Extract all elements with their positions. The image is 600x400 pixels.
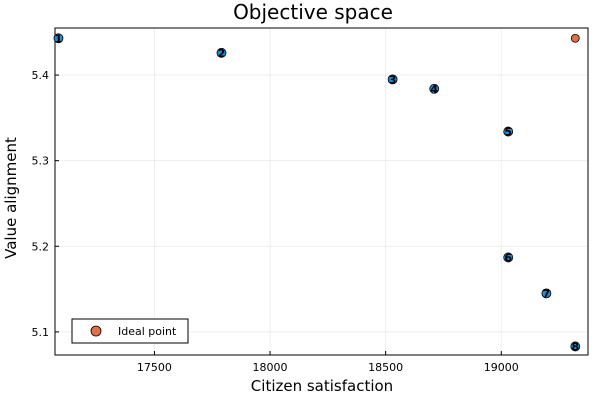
x-tick-label: 18000 (253, 361, 288, 374)
y-tick-label: 5.2 (32, 240, 50, 253)
x-tick-label: 17500 (137, 361, 172, 374)
data-point (387, 74, 398, 85)
y-axis-ticks: 5.1 5.2 5.3 5.4 (32, 69, 59, 339)
point-label: 8 (571, 340, 579, 353)
data-point (53, 33, 64, 44)
data-point (429, 83, 440, 94)
data-point (541, 288, 552, 299)
legend: Ideal point (71, 318, 189, 344)
point-label: 2 (218, 47, 226, 60)
data-points: 1 2 3 4 5 6 7 8 (53, 32, 581, 353)
data-point (216, 47, 227, 58)
data-point (570, 341, 581, 352)
y-tick-label: 5.4 (32, 69, 50, 82)
point-label: 5 (504, 126, 512, 139)
data-point (503, 126, 514, 137)
point-label: 4 (430, 83, 438, 96)
point-label: 7 (543, 287, 551, 300)
x-tick-label: 19000 (484, 361, 519, 374)
x-tick-label: 18500 (368, 361, 403, 374)
x-axis-ticks: 17500 18000 18500 19000 (137, 351, 519, 374)
data-point (503, 252, 514, 263)
point-label: 3 (389, 73, 397, 86)
plot-frame (54, 27, 589, 356)
legend-marker-ideal-point (90, 325, 102, 337)
legend-label-ideal-point: Ideal point (118, 325, 177, 338)
y-tick-label: 5.3 (32, 155, 50, 168)
x-axis-label: Citizen satisfaction (251, 377, 393, 395)
y-axis-label: Value alignment (2, 137, 20, 259)
ideal-point-marker (570, 33, 580, 43)
point-label: 6 (504, 251, 512, 264)
point-label: 1 (55, 32, 63, 45)
y-tick-label: 5.1 (32, 326, 50, 339)
chart-title: Objective space (233, 0, 393, 24)
grid-lines (55, 28, 588, 355)
